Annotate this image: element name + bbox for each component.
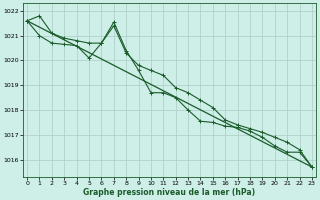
X-axis label: Graphe pression niveau de la mer (hPa): Graphe pression niveau de la mer (hPa) (84, 188, 256, 197)
